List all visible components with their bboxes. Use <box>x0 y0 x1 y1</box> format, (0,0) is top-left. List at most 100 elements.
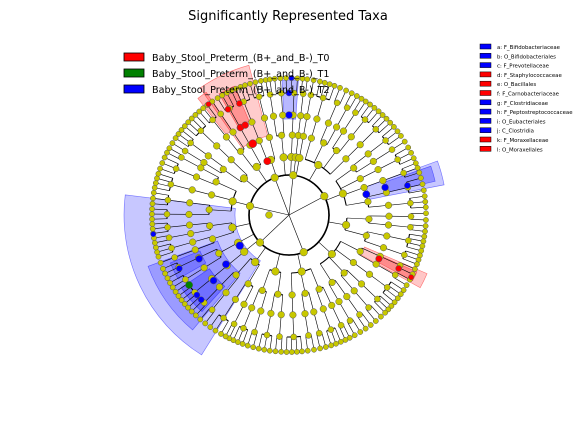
taxa-legend-swatch <box>479 99 492 106</box>
tree-node <box>381 183 389 192</box>
tree-node <box>185 281 193 289</box>
tree-node <box>252 79 259 86</box>
tree-node <box>289 311 297 319</box>
tree-node <box>299 90 307 98</box>
tree-node <box>205 206 213 214</box>
tree-node <box>215 283 224 291</box>
tree-node <box>422 204 429 211</box>
tree-node <box>277 311 285 319</box>
tree-node <box>258 286 266 294</box>
tree-node <box>418 175 424 181</box>
tree-node <box>269 112 278 120</box>
tree-node <box>400 287 407 293</box>
tree-node <box>356 311 363 318</box>
tree-node <box>248 139 257 148</box>
tree-node <box>328 342 335 349</box>
tree-node <box>372 318 379 324</box>
taxa-legend-swatch <box>479 71 492 78</box>
taxa-legend-label: e: O_Bacillales <box>497 82 536 88</box>
tree-node <box>181 123 188 129</box>
tree-node <box>335 298 343 306</box>
group-legend-swatch <box>123 52 145 62</box>
tree-node <box>384 221 393 229</box>
taxa-legend-label: h: F_Peptostreptococcaceae <box>497 110 573 116</box>
tree-node <box>187 230 195 238</box>
tree-node <box>200 158 208 167</box>
tree-node <box>307 91 315 99</box>
tree-node <box>395 265 402 272</box>
tree-node <box>239 341 246 347</box>
tree-node <box>200 105 207 112</box>
tree-node <box>214 95 221 101</box>
tree-node <box>227 156 235 164</box>
tree-node <box>171 254 178 261</box>
tree-node <box>294 348 300 355</box>
tree-node <box>350 164 358 172</box>
taxa-legend-label: j: C_Clostridia <box>496 129 534 135</box>
tree-node <box>209 116 216 124</box>
tree-node <box>196 108 203 115</box>
taxa-legend-label: d: F_Staphylococcaceae <box>497 73 562 79</box>
tree-node <box>161 154 168 161</box>
tree-node <box>288 75 295 81</box>
tree-node <box>342 220 351 230</box>
tree-node <box>365 215 373 223</box>
tree-node <box>217 110 224 118</box>
tree-node <box>271 267 280 276</box>
tree-node <box>375 255 383 263</box>
tree-node <box>185 221 194 229</box>
tree-node <box>255 345 262 352</box>
tree-node <box>176 265 183 272</box>
tree-node <box>189 238 197 246</box>
tree-node <box>197 127 205 134</box>
tree-node <box>423 217 429 223</box>
tree-node <box>279 111 287 119</box>
tree-node <box>229 128 237 136</box>
tree-node <box>205 101 212 108</box>
tree-node <box>310 77 317 84</box>
tree-node <box>362 190 371 199</box>
tree-node <box>401 138 408 145</box>
tree-node <box>317 345 323 352</box>
taxa-legend-label: a: F_Bifidobacteriaceae <box>497 45 561 51</box>
tree-node <box>372 126 380 133</box>
tree-node <box>185 304 191 311</box>
group-legend-label: Baby_Stool_Preterm_(B+_and_B-)_T0 <box>152 53 329 64</box>
tree-node <box>419 181 426 188</box>
tree-node <box>387 119 394 126</box>
tree-node <box>157 259 164 266</box>
tree-node <box>164 224 171 231</box>
taxa-legend-label: g: F_Clostridiaceae <box>497 101 549 107</box>
tree-node <box>305 332 312 339</box>
tree-node <box>374 166 382 174</box>
tree-node <box>278 89 285 97</box>
tree-node <box>394 295 401 302</box>
tree-node <box>295 153 304 162</box>
tree-node <box>379 177 387 185</box>
taxa-legend-swatch <box>479 108 492 115</box>
tree-node <box>162 270 168 277</box>
tree-node <box>369 157 377 165</box>
tree-node <box>178 297 185 303</box>
tree-node <box>159 160 166 166</box>
tree-node <box>327 326 335 333</box>
tree-node <box>343 87 349 94</box>
tree-node <box>333 99 341 107</box>
taxa-legend-swatch <box>479 127 492 133</box>
tree-node <box>379 244 388 252</box>
tree-node <box>365 270 374 278</box>
tree-node <box>240 324 247 332</box>
tree-node <box>407 213 415 220</box>
tree-node <box>263 157 272 166</box>
tree-node <box>383 115 390 122</box>
tree-node <box>232 271 240 279</box>
tree-node <box>212 178 220 186</box>
tree-node <box>407 223 414 231</box>
tree-node <box>356 175 364 183</box>
tree-node <box>255 93 263 100</box>
tree-node <box>364 198 372 206</box>
tree-node <box>290 333 297 341</box>
tree-node <box>178 154 185 161</box>
tree-node <box>267 309 275 317</box>
group-legend-swatch <box>123 68 145 78</box>
